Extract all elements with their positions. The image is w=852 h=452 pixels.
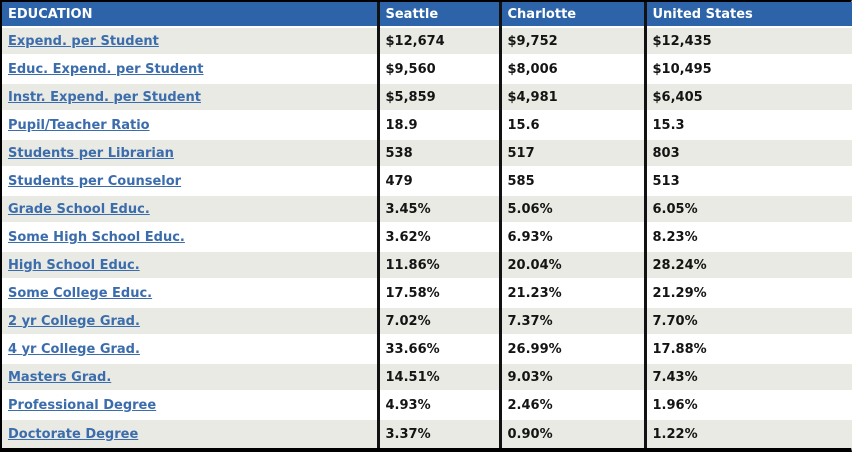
table-row: High School Educ. 11.86% 20.04% 28.24% — [2, 251, 852, 280]
value-cell: 6.93% — [498, 223, 645, 252]
row-label-cell: Doctorate Degree — [2, 419, 378, 448]
table-row: Some College Educ. 17.58% 21.23% 21.29% — [2, 279, 852, 308]
value-cell: 33.66% — [376, 335, 500, 364]
row-label-link[interactable]: Masters Grad. — [8, 369, 112, 385]
value-cell: 513 — [643, 167, 852, 196]
row-label-link[interactable]: Professional Degree — [8, 397, 157, 413]
table-body: Expend. per Student $12,674 $9,752 $12,435 E… — [2, 27, 852, 448]
row-label-cell: Educ. Expend. per Student — [2, 55, 378, 84]
value-cell: 538 — [376, 139, 500, 168]
table-row: Masters Grad. 14.51% 9.03% 7.43% — [2, 363, 852, 392]
value-cell: 517 — [498, 139, 645, 168]
row-label-link[interactable]: Students per Counselor — [8, 173, 182, 189]
value-cell: 28.24% — [643, 251, 852, 280]
value-cell: $9,752 — [498, 27, 645, 56]
row-label-link[interactable]: High School Educ. — [8, 257, 140, 273]
row-label-link[interactable]: Doctorate Degree — [8, 426, 139, 442]
value-cell: 20.04% — [498, 251, 645, 280]
value-cell: 8.23% — [643, 223, 852, 252]
value-cell: 7.70% — [643, 307, 852, 336]
value-cell: $9,560 — [376, 55, 500, 84]
value-cell: 21.29% — [643, 279, 852, 308]
value-cell: 585 — [498, 167, 645, 196]
table-row: Expend. per Student $12,674 $9,752 $12,435 — [2, 27, 852, 56]
value-cell: 18.9 — [376, 111, 500, 140]
row-label-link[interactable]: Some College Educ. — [8, 285, 153, 301]
value-cell: 15.3 — [643, 111, 852, 140]
table-row: Students per Librarian 538 517 803 — [2, 139, 852, 168]
row-label-link[interactable]: Instr. Expend. per Student — [8, 89, 201, 105]
row-label-cell: Students per Counselor — [2, 167, 378, 196]
row-label-cell: Professional Degree — [2, 391, 378, 420]
value-cell: 2.46% — [498, 391, 645, 420]
value-cell: 9.03% — [498, 363, 645, 392]
value-cell: 479 — [376, 167, 500, 196]
value-cell: 1.96% — [643, 391, 852, 420]
table-header-education: EDUCATION — [2, 2, 378, 28]
table-header-seattle: Seattle — [376, 2, 500, 28]
table-row: Educ. Expend. per Student $9,560 $8,006 $10… — [2, 55, 852, 84]
table-row: 4 yr College Grad. 33.66% 26.99% 17.88% — [2, 335, 852, 364]
table-row: Grade School Educ. 3.45% 5.06% 6.05% — [2, 195, 852, 224]
value-cell: $10,495 — [643, 55, 852, 84]
row-label-link[interactable]: Students per Librarian — [8, 145, 174, 161]
value-cell: $12,435 — [643, 27, 852, 56]
row-label-cell: Students per Librarian — [2, 139, 378, 168]
table-row: 2 yr College Grad. 7.02% 7.37% 7.70% — [2, 307, 852, 336]
table-row: Students per Counselor 479 585 513 — [2, 167, 852, 196]
value-cell: $6,405 — [643, 83, 852, 112]
table-header-united-states: United States — [643, 2, 852, 28]
row-label-cell: Masters Grad. — [2, 363, 378, 392]
value-cell: 803 — [643, 139, 852, 168]
value-cell: 3.62% — [376, 223, 500, 252]
table-row: Pupil/Teacher Ratio 18.9 15.6 15.3 — [2, 111, 852, 140]
value-cell: 11.86% — [376, 251, 500, 280]
value-cell: 17.58% — [376, 279, 500, 308]
value-cell: 0.90% — [498, 419, 645, 448]
value-cell: 26.99% — [498, 335, 645, 364]
table-header-row: EDUCATION Seattle Charlotte United State… — [2, 2, 852, 28]
table-header-charlotte: Charlotte — [498, 2, 645, 28]
row-label-link[interactable]: Grade School Educ. — [8, 201, 150, 217]
row-label-cell: Some College Educ. — [2, 279, 378, 308]
value-cell: 17.88% — [643, 335, 852, 364]
value-cell: 1.22% — [643, 419, 852, 448]
row-label-link[interactable]: Educ. Expend. per Student — [8, 61, 204, 77]
value-cell: 15.6 — [498, 111, 645, 140]
value-cell: $8,006 — [498, 55, 645, 84]
value-cell: 5.06% — [498, 195, 645, 224]
row-label-cell: Expend. per Student — [2, 27, 378, 56]
value-cell: 7.43% — [643, 363, 852, 392]
table-row: Instr. Expend. per Student $5,859 $4,981 $6… — [2, 83, 852, 112]
row-label-link[interactable]: 2 yr College Grad. — [8, 313, 140, 329]
value-cell: 4.93% — [376, 391, 500, 420]
table-row: Some High School Educ. 3.62% 6.93% 8.23% — [2, 223, 852, 252]
value-cell: $12,674 — [376, 27, 500, 56]
row-label-cell: Some High School Educ. — [2, 223, 378, 252]
table-row: Doctorate Degree 3.37% 0.90% 1.22% — [2, 419, 852, 448]
row-label-cell: 4 yr College Grad. — [2, 335, 378, 364]
row-label-cell: 2 yr College Grad. — [2, 307, 378, 336]
value-cell: 3.45% — [376, 195, 500, 224]
value-cell: 7.37% — [498, 307, 645, 336]
table-row: Professional Degree 4.93% 2.46% 1.96% — [2, 391, 852, 420]
row-label-cell: Instr. Expend. per Student — [2, 83, 378, 112]
value-cell: 6.05% — [643, 195, 852, 224]
row-label-link[interactable]: Expend. per Student — [8, 33, 159, 49]
value-cell: 21.23% — [498, 279, 645, 308]
row-label-link[interactable]: 4 yr College Grad. — [8, 341, 140, 357]
row-label-cell: Grade School Educ. — [2, 195, 378, 224]
row-label-cell: Pupil/Teacher Ratio — [2, 111, 378, 140]
row-label-cell: High School Educ. — [2, 251, 378, 280]
value-cell: 7.02% — [376, 307, 500, 336]
value-cell: $5,859 — [376, 83, 500, 112]
row-label-link[interactable]: Some High School Educ. — [8, 229, 185, 245]
value-cell: $4,981 — [498, 83, 645, 112]
value-cell: 3.37% — [376, 419, 500, 448]
value-cell: 14.51% — [376, 363, 500, 392]
row-label-link[interactable]: Pupil/Teacher Ratio — [8, 117, 150, 133]
